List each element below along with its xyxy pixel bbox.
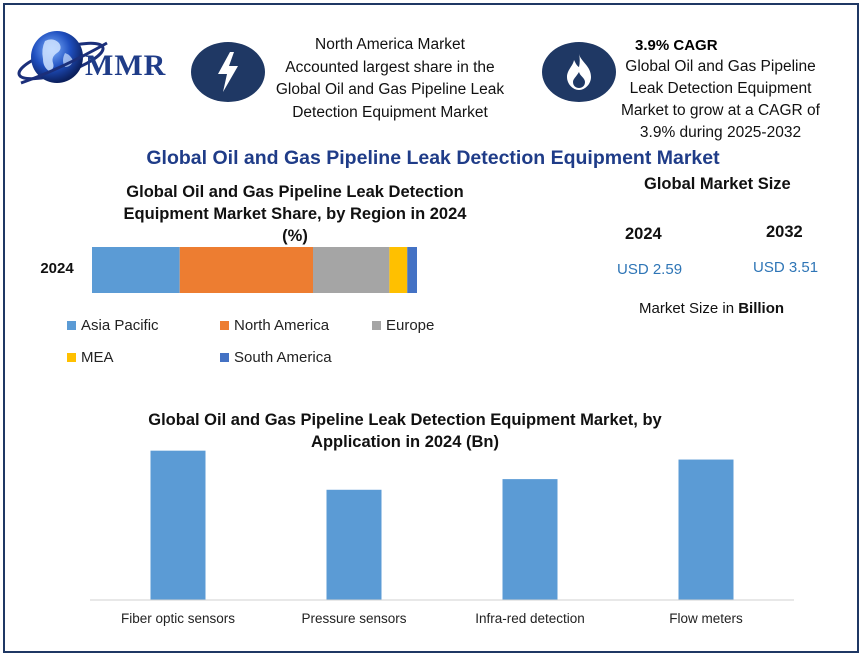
- legend-swatch: [67, 321, 76, 330]
- legend-swatch: [372, 321, 381, 330]
- region-category-label: 2024: [40, 260, 74, 277]
- market-size-title: Global Market Size: [644, 175, 791, 193]
- highlight-line: Global Oil and Gas Pipeline: [625, 58, 816, 75]
- market-size-year-2024: 2024: [625, 225, 662, 243]
- legend-item-mea: MEA: [67, 349, 114, 366]
- highlight-line: North America Market: [315, 36, 465, 53]
- application-bar-flow-meters: [678, 459, 734, 600]
- flame-icon: [567, 54, 591, 90]
- legend-label: Asia Pacific: [81, 317, 159, 334]
- application-category-label: Infra-red detection: [475, 611, 585, 626]
- legend-label: MEA: [81, 349, 114, 366]
- application-category-label: Pressure sensors: [301, 611, 406, 626]
- application-bar-pressure-sensors: [326, 489, 382, 600]
- legend-swatch: [220, 321, 229, 330]
- region-legend: Asia Pacific North America Europe MEA So…: [67, 317, 487, 377]
- region-chart-title: Global Oil and Gas Pipeline Leak Detecti…: [85, 181, 505, 247]
- region-share-chart: 2024: [40, 247, 417, 293]
- application-bar-chart: Fiber optic sensors Pressure sensors Infra…: [90, 450, 794, 626]
- application-category-label: Flow meters: [669, 611, 743, 626]
- highlight-line: Global Oil and Gas Pipeline Leak: [275, 81, 505, 98]
- legend-swatch: [67, 353, 76, 362]
- highlight-line: 3.9% during 2025-2032: [639, 124, 802, 141]
- cagr-title: 3.9% CAGR: [635, 37, 718, 54]
- region-bar-segment-mea: [389, 247, 408, 293]
- legend-label: South America: [234, 349, 332, 366]
- cagr-highlight: Global Oil and Gas Pipeline Leak Detecti…: [608, 56, 833, 144]
- application-chart-title-line: Application in 2024 (Bn): [311, 433, 499, 451]
- region-chart-title-line: Equipment Market Share, by Region in 202…: [123, 205, 467, 223]
- highlight-line: Accounted largest share in the: [285, 58, 495, 76]
- market-size-unit-prefix: Market Size in: [639, 300, 739, 317]
- mmr-logo: [17, 31, 108, 85]
- highlight-line: Detection Equipment Market: [292, 103, 488, 121]
- region-bar-segment-north-america: [179, 247, 313, 293]
- application-category-label: Fiber optic sensors: [121, 611, 235, 626]
- lightning-bolt-icon: [218, 52, 238, 92]
- highlight-line: Leak Detection Equipment: [629, 80, 812, 97]
- region-bar-segment-asia-pacific: [92, 247, 180, 293]
- application-bar-infra-red-detection: [502, 479, 558, 600]
- lightning-icon-badge: [191, 42, 265, 102]
- market-size-unit: Market Size in Billion: [639, 300, 784, 317]
- market-size-value-2032: USD 3.51: [753, 259, 819, 276]
- legend-item-asia-pacific: Asia Pacific: [67, 317, 159, 334]
- market-size-year-2032: 2032: [766, 223, 803, 241]
- legend-item-europe: Europe: [372, 317, 434, 334]
- market-size-value-2024: USD 2.59: [617, 261, 683, 278]
- application-bar-fiber-optic-sensors: [150, 450, 206, 600]
- region-bar-segment-south-america: [407, 247, 417, 293]
- application-chart-title: Global Oil and Gas Pipeline Leak Detecti…: [75, 409, 735, 453]
- region-chart-title-line: Global Oil and Gas Pipeline Leak Detecti…: [126, 183, 464, 201]
- application-chart-title-line: Global Oil and Gas Pipeline Leak Detecti…: [148, 411, 662, 429]
- market-size-unit-bold: Billion: [738, 300, 785, 317]
- legend-label: North America: [234, 317, 330, 334]
- main-title: Global Oil and Gas Pipeline Leak Detecti…: [146, 147, 720, 169]
- legend-item-north-america: North America: [220, 317, 329, 334]
- legend-item-south-america: South America: [220, 349, 332, 366]
- highlight-line: Market to grow at a CAGR of: [621, 102, 820, 119]
- infographic-frame: MMR North America Market Accounted large…: [3, 3, 859, 653]
- legend-label: Europe: [386, 317, 435, 334]
- legend-swatch: [220, 353, 229, 362]
- flame-icon-badge: [542, 42, 616, 102]
- logo-text: MMR: [85, 49, 167, 82]
- north-america-highlight: North America Market Accounted largest s…: [255, 34, 525, 124]
- region-bar-segment-europe: [313, 247, 390, 293]
- region-chart-title-line: (%): [282, 227, 308, 245]
